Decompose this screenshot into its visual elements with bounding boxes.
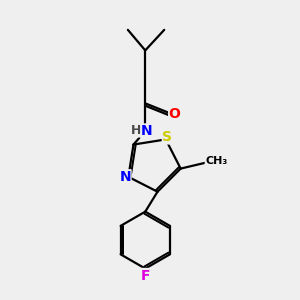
- Text: S: S: [162, 130, 172, 144]
- Text: N: N: [119, 170, 131, 184]
- Text: N: N: [141, 124, 153, 138]
- Text: CH₃: CH₃: [205, 156, 227, 166]
- Text: F: F: [140, 268, 150, 283]
- Text: H: H: [130, 124, 141, 137]
- Text: O: O: [169, 106, 181, 121]
